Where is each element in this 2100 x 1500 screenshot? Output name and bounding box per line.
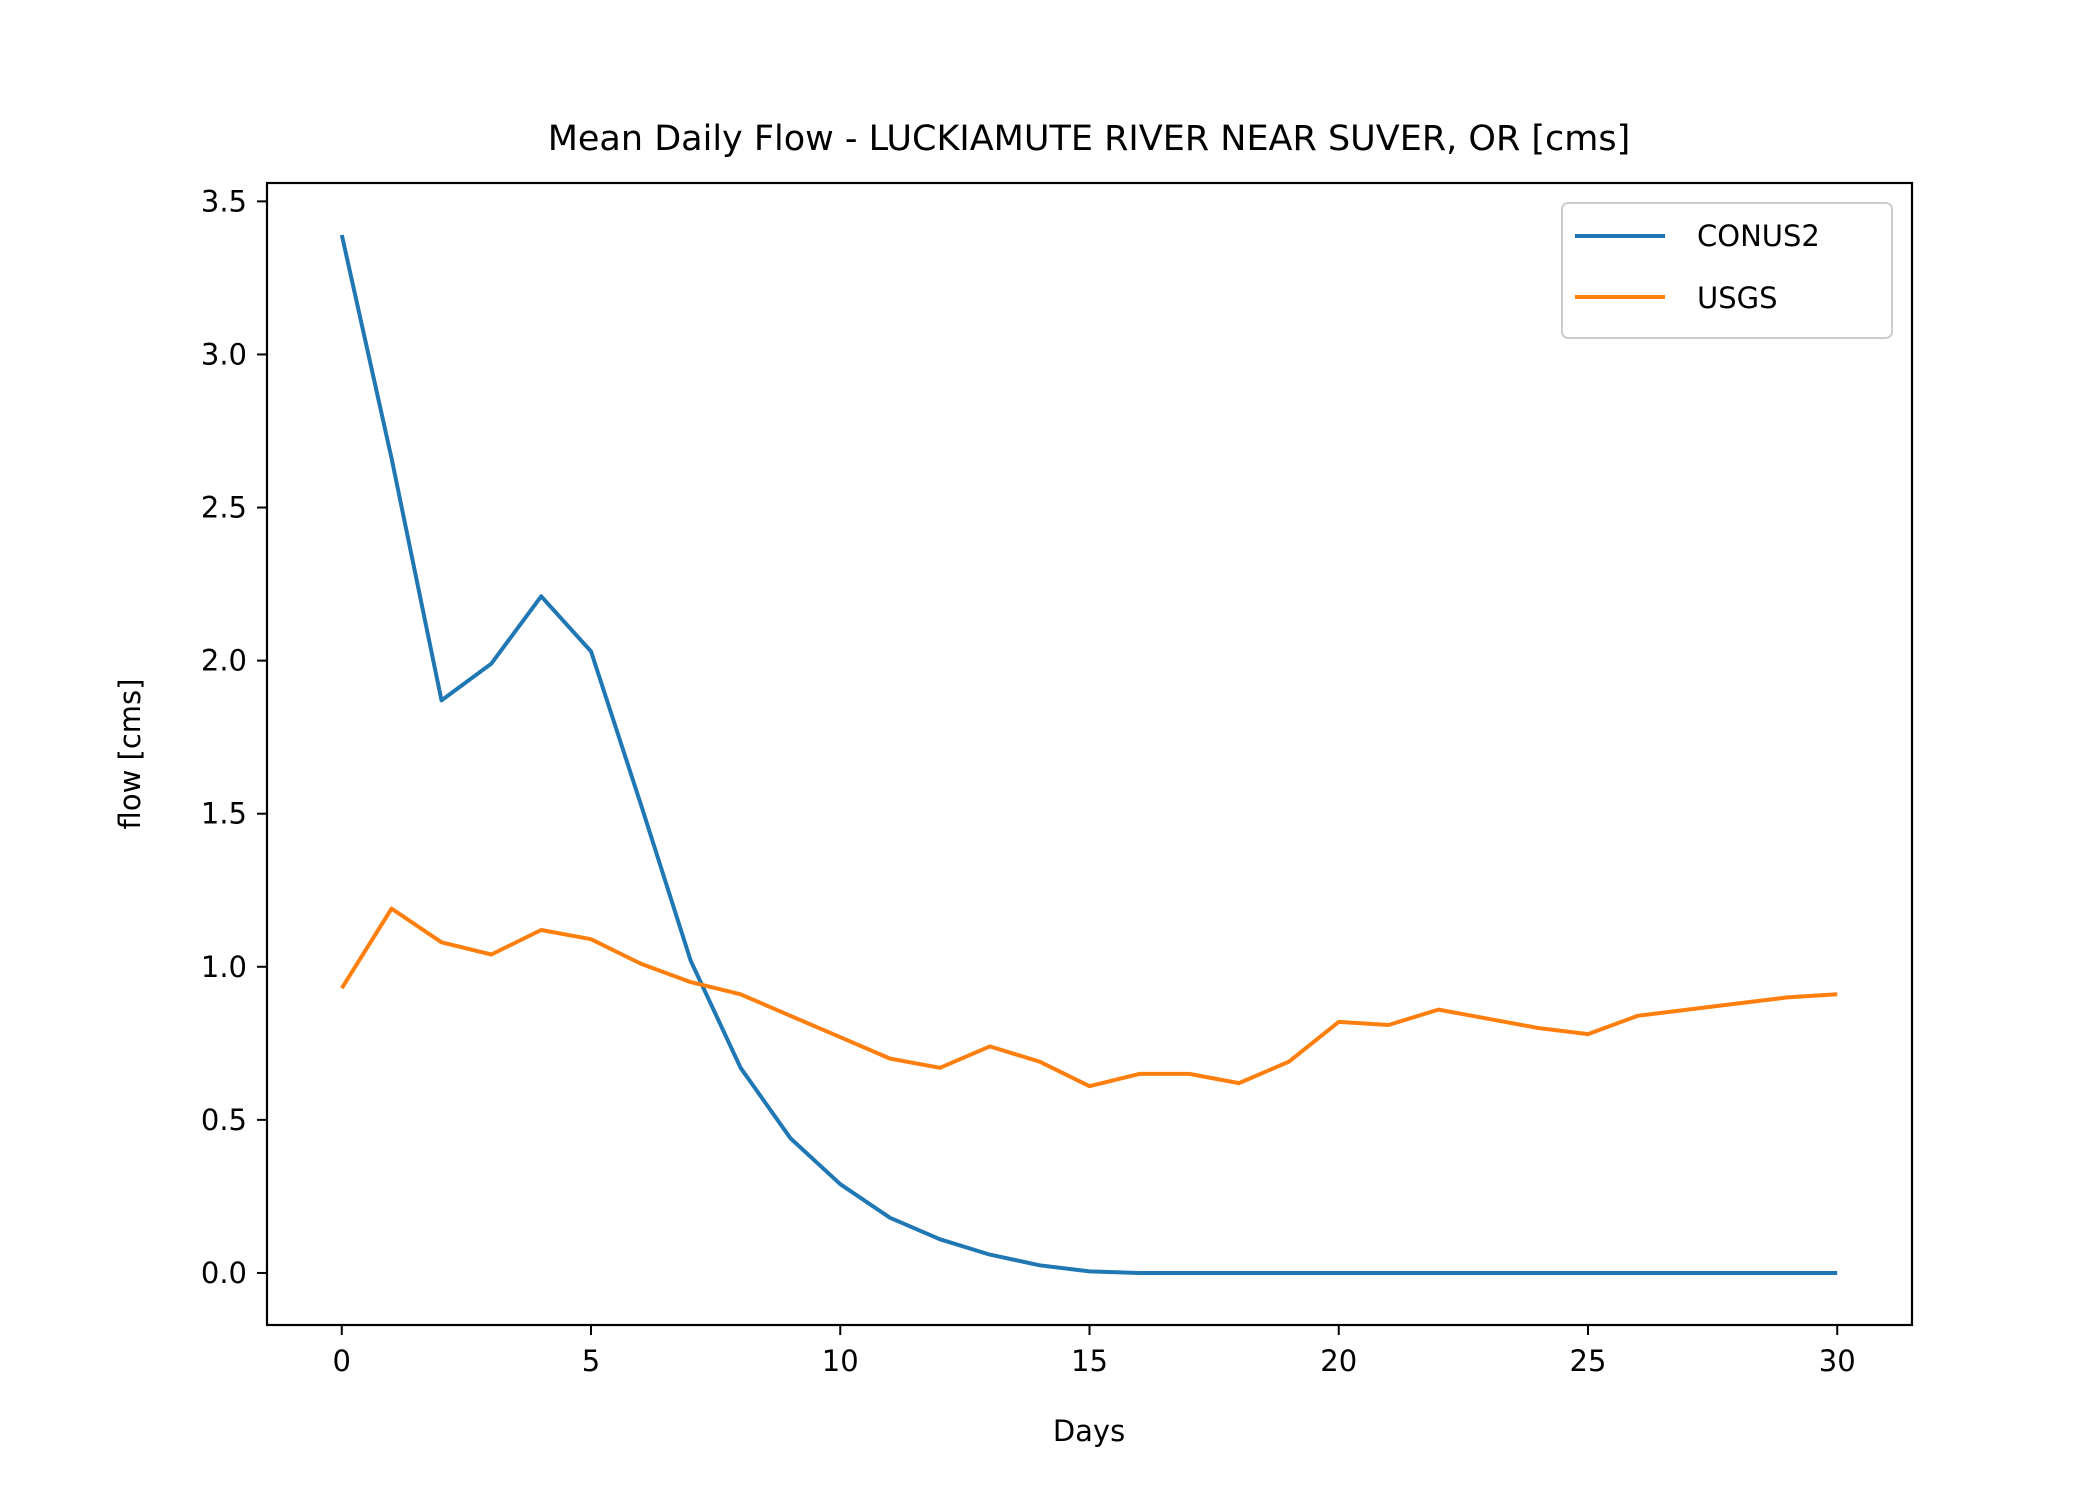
data-point-conus2 <box>440 698 444 702</box>
data-point-conus2 <box>1237 1271 1241 1275</box>
x-axis: 0 5 10 15 20 25 30 <box>333 1325 1856 1378</box>
data-point-usgs <box>1586 1032 1590 1036</box>
data-point-conus2 <box>1137 1271 1141 1275</box>
data-point-usgs <box>988 1044 992 1048</box>
data-point-usgs <box>1237 1081 1241 1085</box>
data-point-usgs <box>489 953 493 957</box>
data-point-usgs <box>1088 1084 1092 1088</box>
x-tick-label: 0 <box>333 1344 351 1378</box>
data-point-usgs <box>1337 1020 1341 1024</box>
data-point-conus2 <box>1486 1271 1490 1275</box>
data-point-conus2 <box>390 457 394 461</box>
data-point-conus2 <box>788 1136 792 1140</box>
data-point-usgs <box>589 937 593 941</box>
data-point-usgs <box>1137 1072 1141 1076</box>
data-point-conus2 <box>888 1216 892 1220</box>
y-tick-label: 2.0 <box>201 644 247 678</box>
y-tick-label: 2.5 <box>201 491 247 525</box>
data-point-conus2 <box>1586 1271 1590 1275</box>
data-point-conus2 <box>938 1237 942 1241</box>
data-point-usgs <box>1486 1017 1490 1021</box>
data-point-conus2 <box>489 662 493 666</box>
data-point-usgs <box>639 962 643 966</box>
data-point-conus2 <box>1736 1271 1740 1275</box>
data-point-usgs <box>1636 1014 1640 1018</box>
data-point-conus2 <box>1536 1271 1540 1275</box>
data-point-conus2 <box>1287 1271 1291 1275</box>
legend-label-usgs: USGS <box>1697 281 1778 315</box>
x-tick-label: 10 <box>822 1344 859 1378</box>
series-line-usgs <box>340 906 1838 1089</box>
series-line-conus2 <box>339 234 1838 1275</box>
y-tick-label: 1.5 <box>201 797 247 831</box>
data-point-usgs <box>1387 1023 1391 1027</box>
data-point-conus2 <box>340 233 344 237</box>
data-point-conus2 <box>539 594 543 598</box>
data-point-usgs <box>788 1014 792 1018</box>
data-point-conus2 <box>838 1182 842 1186</box>
data-point-conus2 <box>589 649 593 653</box>
y-axis: 0.0 0.5 1.0 1.5 2.0 2.5 3.0 3.5 <box>201 184 267 1290</box>
y-axis-label: flow [cms] <box>113 679 147 830</box>
data-point-conus2 <box>1785 1271 1789 1275</box>
plot-area <box>339 233 1839 1275</box>
chart-title: Mean Daily Flow - LUCKIAMUTE RIVER NEAR … <box>548 119 1631 159</box>
data-point-usgs <box>440 940 444 944</box>
data-point-usgs <box>1736 1002 1740 1006</box>
data-point-usgs <box>838 1035 842 1039</box>
y-tick-label: 3.5 <box>201 184 247 218</box>
data-point-conus2 <box>1038 1263 1042 1267</box>
data-point-usgs <box>1785 995 1789 999</box>
data-point-conus2 <box>1686 1271 1690 1275</box>
x-tick-label: 30 <box>1819 1344 1856 1378</box>
data-point-usgs <box>1835 992 1839 996</box>
data-point-usgs <box>739 992 743 996</box>
data-point-usgs <box>340 986 344 990</box>
data-point-usgs <box>1287 1060 1291 1064</box>
y-tick-label: 0.5 <box>201 1103 247 1137</box>
legend-label-conus2: CONUS2 <box>1697 219 1820 253</box>
y-tick-label: 3.0 <box>201 337 247 371</box>
data-point-usgs <box>1536 1026 1540 1030</box>
data-point-conus2 <box>1387 1271 1391 1275</box>
data-point-conus2 <box>639 803 643 807</box>
data-point-usgs <box>888 1057 892 1061</box>
data-point-usgs <box>1436 1008 1440 1012</box>
data-point-conus2 <box>1436 1271 1440 1275</box>
x-tick-label: 20 <box>1320 1344 1357 1378</box>
data-point-conus2 <box>1835 1271 1839 1275</box>
data-point-conus2 <box>739 1066 743 1070</box>
data-point-conus2 <box>1636 1271 1640 1275</box>
x-tick-label: 5 <box>582 1344 600 1378</box>
data-point-usgs <box>938 1066 942 1070</box>
data-point-usgs <box>1038 1060 1042 1064</box>
legend: CONUS2 USGS <box>1561 202 1893 339</box>
data-point-usgs <box>539 928 543 932</box>
y-tick-label: 1.0 <box>201 950 247 984</box>
data-point-conus2 <box>1337 1271 1341 1275</box>
y-tick-label: 0.0 <box>201 1256 247 1290</box>
data-point-conus2 <box>1088 1269 1092 1273</box>
data-point-usgs <box>689 980 693 984</box>
x-axis-label: Days <box>1053 1414 1125 1448</box>
data-point-usgs <box>1686 1008 1690 1012</box>
data-point-conus2 <box>1187 1271 1191 1275</box>
x-tick-label: 15 <box>1071 1344 1108 1378</box>
data-point-conus2 <box>988 1253 992 1257</box>
data-point-usgs <box>1187 1072 1191 1076</box>
x-tick-label: 25 <box>1570 1344 1607 1378</box>
data-point-conus2 <box>689 959 693 963</box>
data-point-usgs <box>390 907 394 911</box>
